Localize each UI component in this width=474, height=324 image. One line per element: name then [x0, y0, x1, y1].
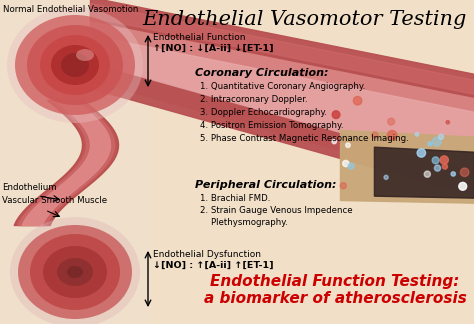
Circle shape — [451, 172, 456, 176]
Text: 2. Intracoronary Doppler.: 2. Intracoronary Doppler. — [200, 95, 308, 104]
Text: 5. Phase Contrast Magnetic Resonance Imaging.: 5. Phase Contrast Magnetic Resonance Ima… — [200, 134, 409, 143]
Ellipse shape — [30, 234, 120, 310]
Circle shape — [388, 118, 395, 125]
Text: Endothelial Vasomotor Testing: Endothelial Vasomotor Testing — [143, 10, 467, 29]
Circle shape — [424, 171, 430, 177]
Circle shape — [446, 121, 449, 124]
Circle shape — [432, 157, 439, 164]
Text: Coronary Circulation:: Coronary Circulation: — [195, 68, 328, 78]
Circle shape — [372, 132, 378, 138]
Text: ↑[NO] : ↓[A-ii] ↓[ET-1]: ↑[NO] : ↓[A-ii] ↓[ET-1] — [153, 44, 273, 53]
Text: Plethysmography.: Plethysmography. — [200, 218, 288, 227]
Circle shape — [417, 149, 426, 157]
Circle shape — [459, 182, 467, 190]
Circle shape — [460, 168, 469, 177]
Ellipse shape — [67, 266, 83, 278]
Ellipse shape — [7, 7, 143, 123]
Circle shape — [415, 133, 419, 136]
Circle shape — [440, 156, 448, 164]
Ellipse shape — [40, 35, 110, 95]
Ellipse shape — [43, 246, 107, 298]
Ellipse shape — [57, 258, 93, 286]
Circle shape — [442, 164, 447, 169]
Text: Endothelial Dysfunction: Endothelial Dysfunction — [153, 250, 261, 259]
Circle shape — [348, 163, 354, 169]
Text: Endothelial Function: Endothelial Function — [153, 33, 246, 42]
Ellipse shape — [10, 217, 140, 324]
Ellipse shape — [15, 15, 135, 115]
Ellipse shape — [61, 53, 89, 77]
Circle shape — [384, 175, 388, 179]
Text: Peripheral Circulation:: Peripheral Circulation: — [195, 180, 337, 190]
Text: Vascular Smooth Muscle: Vascular Smooth Muscle — [2, 196, 107, 205]
Circle shape — [332, 139, 337, 144]
FancyBboxPatch shape — [0, 0, 150, 324]
Text: 3. Doppler Echocardiography.: 3. Doppler Echocardiography. — [200, 108, 327, 117]
Text: Endothelial Function Testing:: Endothelial Function Testing: — [210, 274, 460, 289]
Text: 1. Quantitative Coronary Angiography.: 1. Quantitative Coronary Angiography. — [200, 82, 365, 91]
Text: 4. Positron Emission Tomography.: 4. Positron Emission Tomography. — [200, 121, 344, 130]
Ellipse shape — [18, 225, 132, 319]
Circle shape — [387, 131, 397, 140]
Circle shape — [434, 165, 440, 171]
Circle shape — [346, 143, 350, 147]
Circle shape — [340, 183, 346, 189]
Ellipse shape — [51, 45, 99, 85]
Text: a biomarker of atherosclerosis: a biomarker of atherosclerosis — [203, 291, 466, 306]
Text: Normal Endothelial Vasomotion: Normal Endothelial Vasomotion — [3, 5, 138, 14]
Circle shape — [428, 142, 432, 146]
Text: 1. Brachial FMD.: 1. Brachial FMD. — [200, 194, 270, 203]
Text: ↓[NO] : ↑[A-ii] ↑[ET-1]: ↓[NO] : ↑[A-ii] ↑[ET-1] — [153, 261, 273, 270]
Circle shape — [343, 160, 349, 167]
Ellipse shape — [27, 25, 123, 105]
Circle shape — [353, 97, 362, 105]
Circle shape — [332, 111, 340, 119]
Ellipse shape — [76, 49, 94, 61]
Circle shape — [432, 137, 441, 146]
Circle shape — [438, 134, 444, 139]
Text: Endothelium: Endothelium — [2, 183, 56, 192]
Text: 2. Strain Gauge Venous Impedence: 2. Strain Gauge Venous Impedence — [200, 206, 353, 215]
